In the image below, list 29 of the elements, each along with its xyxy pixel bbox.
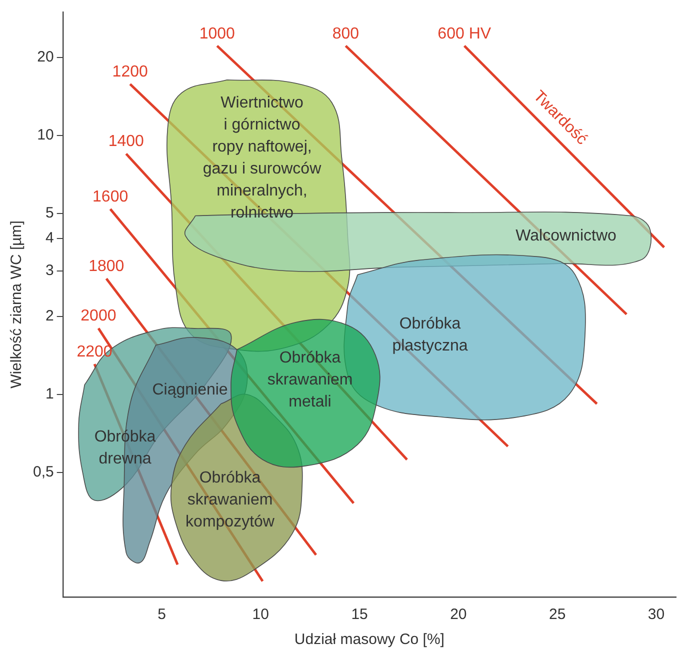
- series-label: 1400: [108, 133, 144, 150]
- x-axis-title: Udział masowy Co [%]: [294, 631, 444, 648]
- y-tick-label: 2: [46, 308, 54, 325]
- y-tick-label: 20: [37, 48, 54, 66]
- series-label: 1200: [112, 64, 148, 80]
- series-label: 600 HV: [438, 25, 492, 42]
- x-tick-label: 5: [158, 606, 166, 624]
- annotation: Ciągnienie: [152, 381, 228, 398]
- annotation: Obróbka plastyczna: [392, 315, 468, 354]
- y-tick-label: 10: [37, 126, 54, 144]
- y-tick-label: 5: [46, 204, 54, 222]
- annotation: Walcownictwo: [516, 227, 616, 244]
- series-label: 1800: [88, 258, 124, 276]
- series-label: 800: [332, 25, 360, 42]
- y-tick-label: 3: [46, 262, 54, 280]
- x-tick-label: 25: [548, 606, 566, 624]
- y-tick-label: 1: [46, 386, 54, 403]
- y-tick-label: 0,5: [32, 463, 54, 480]
- series-label: 1600: [92, 188, 128, 206]
- x-tick-label: 15: [351, 606, 368, 624]
- x-tick-label: 30: [648, 606, 665, 624]
- annotation: Obróbka skrawaniem metali: [267, 349, 353, 410]
- series-label: 2000: [80, 308, 116, 325]
- series-label: 1000: [199, 25, 236, 42]
- x-tick-label: 10: [252, 606, 269, 624]
- y-axis-title: Wielkość ziarna WC [µm]: [8, 220, 26, 388]
- x-tick-label: 20: [450, 606, 467, 624]
- annotation: Obróbka skrawaniem kompozytów: [186, 469, 275, 530]
- y-tick-label: 4: [46, 230, 54, 247]
